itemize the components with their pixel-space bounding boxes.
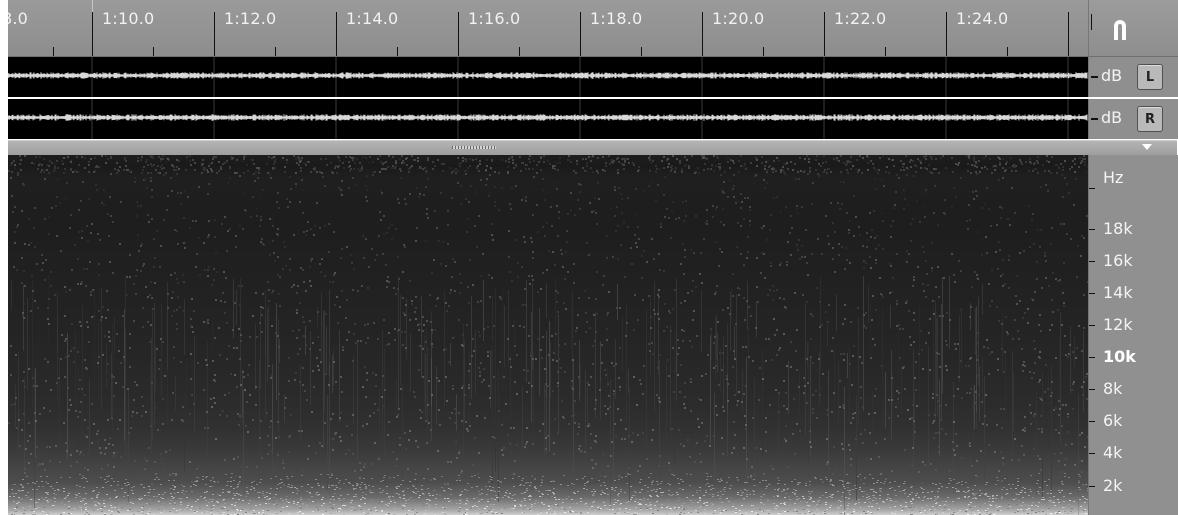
frequency-label: 4k xyxy=(1103,443,1123,462)
ruler-major-tick xyxy=(1068,12,1069,56)
ruler-minor-tick xyxy=(763,47,764,56)
time-ruler[interactable]: 8.0 1:10.0 1:12.0 1:14.0 1:16.0 1:18.0 1:20.0 1… xyxy=(8,0,1088,57)
hz-tick xyxy=(1089,188,1095,189)
ruler-minor-tick xyxy=(153,47,154,56)
frequency-label: 2k xyxy=(1103,476,1123,495)
ruler-minor-tick xyxy=(885,47,886,56)
frequency-tick xyxy=(1089,486,1095,487)
ruler-time-label: 1:12.0 xyxy=(224,9,277,28)
splitter-grip[interactable] xyxy=(452,146,496,149)
db-unit-label: dB xyxy=(1101,108,1123,127)
frequency-tick xyxy=(1089,325,1095,326)
frequency-label: 14k xyxy=(1103,283,1133,302)
dropdown-arrow-icon[interactable] xyxy=(1142,144,1152,150)
frequency-tick xyxy=(1089,229,1095,230)
ruler-minor-tick xyxy=(275,47,276,56)
ruler-time-label: 1:22.0 xyxy=(834,9,887,28)
magnet-icon xyxy=(1114,20,1126,40)
frequency-label: 8k xyxy=(1103,379,1123,398)
ruler-time-label: 1:20.0 xyxy=(712,9,765,28)
ruler-side-panel xyxy=(1088,0,1178,57)
frequency-tick xyxy=(1089,453,1095,454)
hz-unit-label: Hz xyxy=(1103,168,1124,187)
pane-splitter[interactable] xyxy=(8,140,1177,156)
ruler-major-tick xyxy=(702,12,703,56)
frequency-label: 12k xyxy=(1103,315,1133,334)
db-unit-label: dB xyxy=(1101,66,1123,85)
frequency-tick xyxy=(1089,389,1095,390)
frequency-tick xyxy=(1089,357,1095,358)
ruler-major-tick xyxy=(946,12,947,56)
ruler-time-label: 8.0 xyxy=(8,9,29,28)
db-tick xyxy=(1091,118,1098,120)
lane-side-right: dB R xyxy=(1088,99,1178,139)
frequency-tick xyxy=(1089,261,1095,262)
frequency-axis: Hz 18k 16k 14k 12k 10k 8k 6k 4k 2k xyxy=(1088,155,1178,515)
frequency-tick xyxy=(1089,421,1095,422)
db-tick xyxy=(1091,76,1098,78)
ruler-time-label: 1:24.0 xyxy=(956,9,1009,28)
frequency-label: 16k xyxy=(1103,251,1133,270)
waveform-lane-left[interactable] xyxy=(8,57,1088,97)
ruler-minor-tick xyxy=(53,47,54,56)
ruler-minor-tick xyxy=(1007,47,1008,56)
frequency-tick xyxy=(1089,293,1095,294)
ruler-time-label: 1:16.0 xyxy=(468,9,521,28)
ruler-minor-tick xyxy=(641,47,642,56)
frequency-label: 10k xyxy=(1103,347,1136,366)
spectrogram-view[interactable] xyxy=(8,155,1088,515)
spectrogram-texture xyxy=(8,155,1088,515)
ruler-time-label: 1:18.0 xyxy=(590,9,643,28)
ruler-major-tick xyxy=(458,12,459,56)
channel-left-button[interactable]: L xyxy=(1137,64,1163,90)
waveform-left-trace xyxy=(8,57,1088,97)
ruler-major-tick xyxy=(580,12,581,56)
ruler-minor-tick xyxy=(397,47,398,56)
ruler-time-label: 1:14.0 xyxy=(346,9,399,28)
frequency-label: 6k xyxy=(1103,411,1123,430)
channel-right-button[interactable]: R xyxy=(1137,106,1163,132)
waveform-right-trace xyxy=(8,99,1088,139)
lane-side-left: dB L xyxy=(1088,57,1178,97)
ruler-minor-tick xyxy=(519,47,520,56)
ruler-end-tick xyxy=(1091,14,1092,30)
ruler-major-tick xyxy=(336,12,337,56)
snap-magnet-button[interactable] xyxy=(1100,10,1140,48)
ruler-major-tick xyxy=(92,12,93,56)
ruler-major-tick xyxy=(214,12,215,56)
waveform-lane-right[interactable] xyxy=(8,99,1088,139)
ruler-time-label: 1:10.0 xyxy=(102,9,155,28)
frequency-label: 18k xyxy=(1103,219,1133,238)
ruler-major-tick xyxy=(824,12,825,56)
